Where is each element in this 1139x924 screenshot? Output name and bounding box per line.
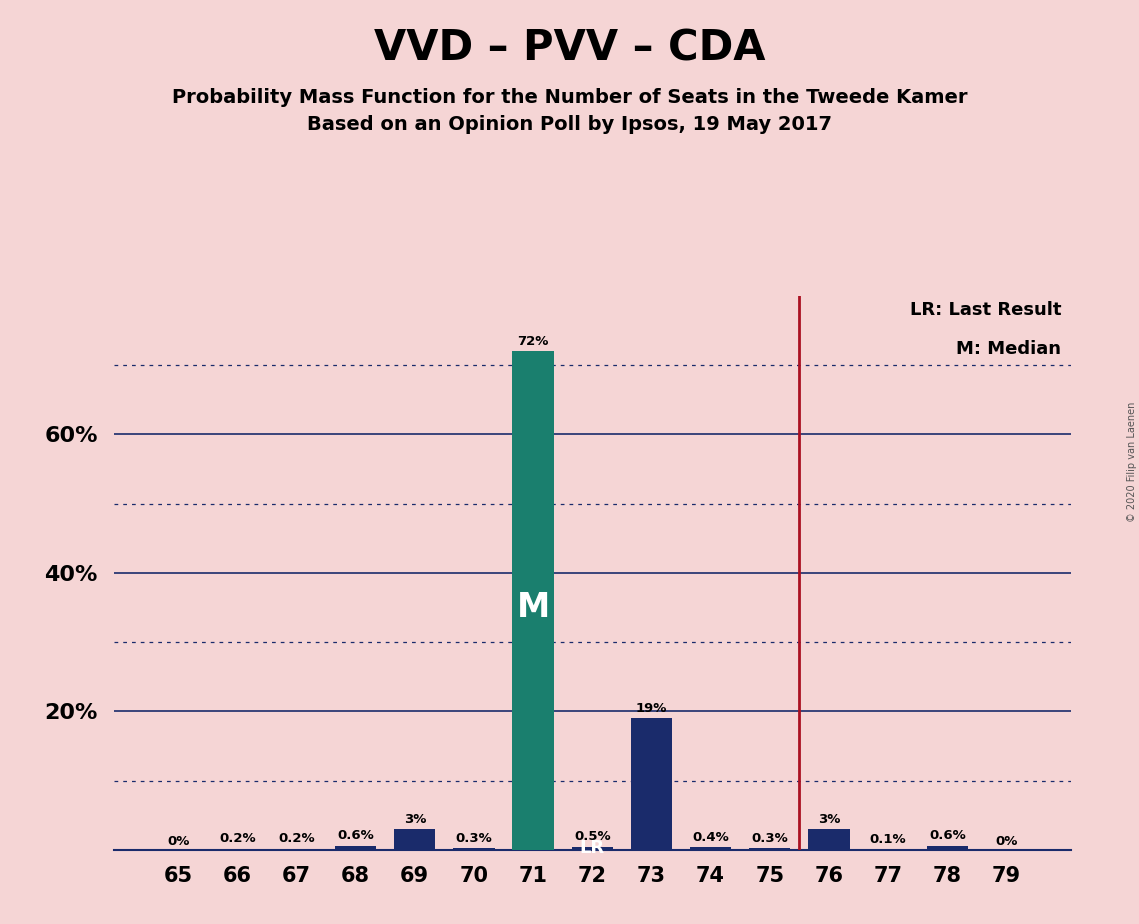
Text: 0.2%: 0.2%	[219, 833, 255, 845]
Bar	[927, 846, 968, 850]
Bar	[809, 830, 850, 850]
Bar	[572, 846, 613, 850]
Text: © 2020 Filip van Laenen: © 2020 Filip van Laenen	[1126, 402, 1137, 522]
Text: LR: LR	[580, 839, 605, 857]
Text: 0.4%: 0.4%	[693, 831, 729, 844]
Text: M: Median: M: Median	[956, 340, 1062, 358]
Text: 0.5%: 0.5%	[574, 830, 611, 843]
Text: 3%: 3%	[818, 813, 841, 826]
Text: 0.6%: 0.6%	[929, 830, 966, 843]
Text: 19%: 19%	[636, 702, 667, 715]
Bar	[335, 846, 376, 850]
Text: 3%: 3%	[403, 813, 426, 826]
Text: M: M	[516, 591, 550, 624]
Text: 0.6%: 0.6%	[337, 830, 374, 843]
Bar	[216, 848, 257, 850]
Text: 0.2%: 0.2%	[278, 833, 314, 845]
Bar	[513, 351, 554, 850]
Text: 0%: 0%	[995, 835, 1017, 848]
Bar	[276, 848, 317, 850]
Text: VVD – PVV – CDA: VVD – PVV – CDA	[374, 28, 765, 69]
Text: 72%: 72%	[517, 334, 549, 347]
Text: 0.3%: 0.3%	[752, 832, 788, 845]
Text: 0.3%: 0.3%	[456, 832, 492, 845]
Text: Probability Mass Function for the Number of Seats in the Tweede Kamer: Probability Mass Function for the Number…	[172, 88, 967, 107]
Bar	[631, 719, 672, 850]
Text: LR: Last Result: LR: Last Result	[910, 301, 1062, 319]
Text: Based on an Opinion Poll by Ipsos, 19 May 2017: Based on an Opinion Poll by Ipsos, 19 Ma…	[308, 116, 831, 135]
Bar	[749, 848, 790, 850]
Bar	[394, 830, 435, 850]
Text: 0.1%: 0.1%	[870, 833, 907, 846]
Bar	[690, 847, 731, 850]
Bar	[453, 848, 494, 850]
Text: 0%: 0%	[167, 835, 189, 848]
